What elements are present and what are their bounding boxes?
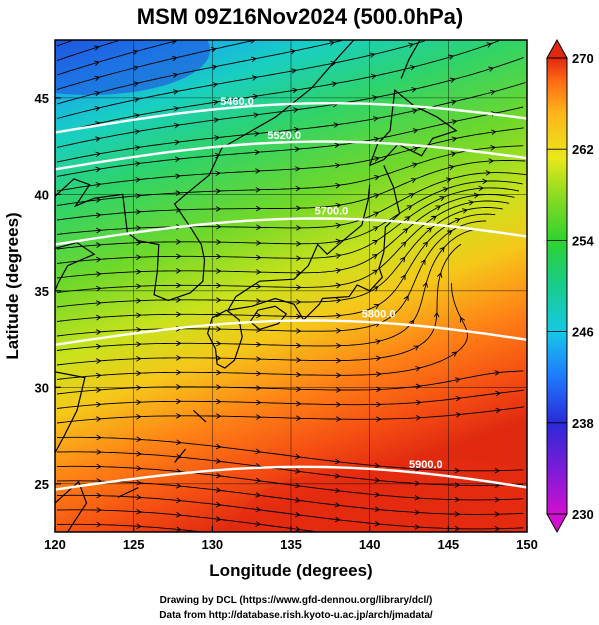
x-tick-label: 145 <box>437 537 459 552</box>
contour-line <box>55 217 527 246</box>
streamline <box>56 449 524 488</box>
streamline <box>56 521 201 532</box>
streamline <box>56 463 524 503</box>
streamline <box>56 40 73 47</box>
coastline <box>369 89 458 166</box>
streamline <box>56 283 468 380</box>
y-axis-ticks: 25 30 35 40 45 <box>35 91 61 492</box>
colorbar-tick-label: 254 <box>572 233 594 248</box>
contour-line <box>55 140 527 171</box>
colorbar-tick-label: 246 <box>572 325 594 340</box>
streamline <box>56 200 510 293</box>
coastline <box>228 165 401 321</box>
streamline <box>56 144 524 206</box>
streamline <box>56 178 523 250</box>
streamline <box>56 406 525 424</box>
x-tick-label: 150 <box>516 537 538 552</box>
streamline <box>56 57 524 148</box>
colorbar-scale <box>546 57 568 515</box>
streamline <box>56 243 462 366</box>
colorbar-top-arrow <box>546 38 568 59</box>
colorbar-bottom-arrow <box>546 513 568 534</box>
y-tick-label: 35 <box>35 284 49 299</box>
height-contours: 5460.0 5520.0 5700.0 5800.0 5900.0 <box>55 96 527 491</box>
x-tick-label: 120 <box>44 537 66 552</box>
colorbar-tick-label: 238 <box>572 416 594 431</box>
contour-line <box>55 102 527 134</box>
contour-line <box>55 465 527 491</box>
streamline <box>56 213 496 322</box>
streamline <box>56 507 316 532</box>
streamline <box>56 127 524 192</box>
streamline <box>56 389 524 409</box>
credit-data: Data from http://database.rish.kyoto-u.a… <box>159 610 433 621</box>
streamline <box>56 434 524 474</box>
streamline <box>56 40 425 119</box>
streamline <box>56 229 475 351</box>
cold-pocket <box>55 40 210 95</box>
streamline <box>56 40 256 90</box>
coastline <box>117 487 139 498</box>
contour-label: 5520.0 <box>267 130 301 142</box>
credit-drawing: Drawing by DCL (https://www.gfd-dennou.o… <box>160 595 433 606</box>
coastline <box>174 448 187 463</box>
x-tick-label: 140 <box>359 537 381 552</box>
y-axis-label: Latitude (degrees) <box>3 212 22 359</box>
streamline <box>56 158 526 221</box>
streamline <box>56 492 524 532</box>
colorbar-ticks: 230 238 246 254 262 270 <box>547 51 594 522</box>
streamline <box>56 370 524 395</box>
coastline <box>55 241 96 292</box>
streamline <box>56 40 178 76</box>
streamline <box>56 185 519 264</box>
map-title: MSM 09Z16Nov2024 (500.0hPa) <box>137 4 464 29</box>
colorbar-tick-label: 270 <box>572 51 594 66</box>
contour-line <box>55 319 527 346</box>
colorbar: 230 238 246 254 262 270 <box>546 38 594 534</box>
y-tick-label: 30 <box>35 380 49 395</box>
x-axis-ticks: 120 125 130 135 140 145 150 <box>44 526 538 552</box>
streamline <box>56 40 343 105</box>
coastline <box>55 371 86 454</box>
streamline <box>56 478 524 517</box>
x-tick-label: 125 <box>123 537 145 552</box>
y-tick-label: 40 <box>35 187 49 202</box>
x-tick-label: 130 <box>201 537 223 552</box>
streamline <box>56 192 515 279</box>
y-tick-label: 25 <box>35 477 49 492</box>
plot-area: 5460.0 5520.0 5700.0 5800.0 5900.0 <box>55 40 527 532</box>
colorbar-tick-label: 262 <box>572 142 594 157</box>
streamline <box>56 40 119 61</box>
contour-label: 5700.0 <box>315 206 349 218</box>
streamline <box>56 207 503 308</box>
coastline <box>55 480 88 532</box>
x-tick-label: 135 <box>280 537 302 552</box>
contour-label: 5900.0 <box>409 459 443 471</box>
colorbar-tick-label: 230 <box>572 507 594 522</box>
wind-streamlines <box>56 40 527 532</box>
contour-label: 5800.0 <box>362 309 396 321</box>
coastline <box>127 147 223 302</box>
x-axis-label: Longitude (degrees) <box>209 561 372 580</box>
contour-label: 5460.0 <box>220 96 254 108</box>
y-tick-label: 45 <box>35 91 49 106</box>
coastline <box>400 40 421 79</box>
streamline <box>56 82 526 163</box>
streamline <box>56 106 524 177</box>
